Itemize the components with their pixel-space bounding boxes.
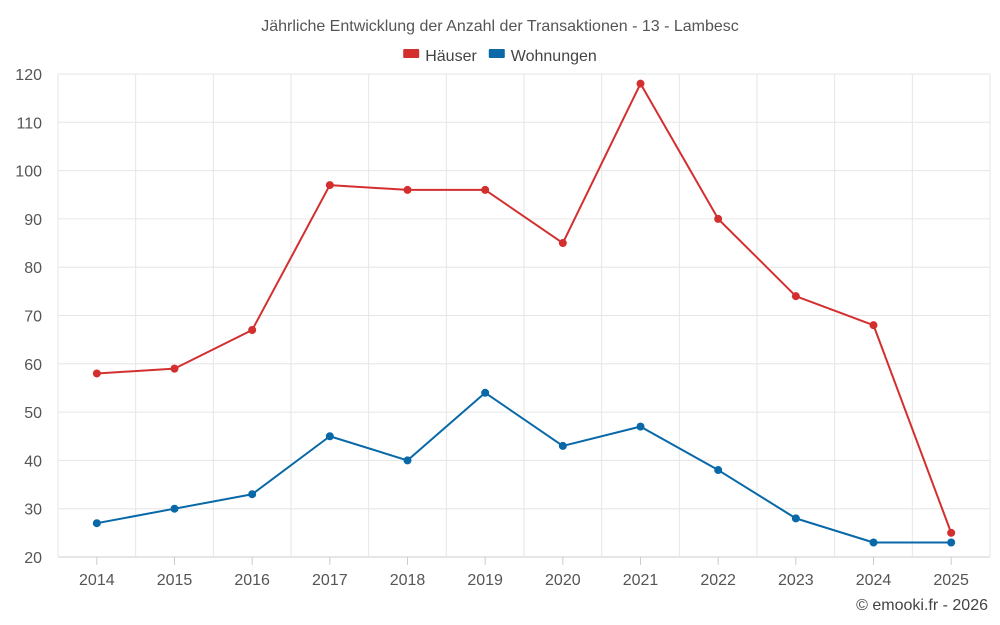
legend-label: Wohnungen: [511, 48, 597, 65]
data-point-wohnungen: [869, 538, 878, 547]
data-point-haeuser: [481, 185, 490, 194]
y-tick-label: 110: [16, 115, 42, 132]
y-tick-label: 100: [15, 164, 42, 181]
x-tick-label: 2024: [856, 572, 892, 589]
data-point-haeuser: [558, 239, 567, 248]
legend-item: Wohnungen: [488, 48, 597, 65]
y-tick-label: 120: [15, 67, 42, 84]
series-line-haeuser: [96, 82, 953, 534]
x-tick-label: 2016: [234, 572, 270, 589]
data-point-wohnungen: [791, 514, 800, 523]
data-point-haeuser: [869, 321, 878, 330]
chart-title: Jährliche Entwicklung der Anzahl der Tra…: [261, 18, 739, 35]
grid: [57, 73, 991, 558]
x-tick-label: 2015: [157, 572, 193, 589]
data-point-haeuser: [791, 292, 800, 301]
data-point-wohnungen: [170, 504, 179, 513]
data-point-wohnungen: [248, 490, 257, 499]
data-point-haeuser: [248, 325, 257, 334]
y-axis: 20 30 40 50 60 70 80 90 100 110 120: [15, 67, 42, 567]
y-tick-label: 70: [24, 309, 42, 326]
legend-item: Häuser: [403, 48, 477, 65]
x-tick-label: 2018: [390, 572, 426, 589]
x-tick-label: 2020: [545, 572, 581, 589]
data-point-haeuser: [403, 185, 412, 194]
legend-label: Häuser: [425, 48, 477, 65]
data-point-haeuser: [714, 214, 723, 223]
data-point-haeuser: [636, 79, 645, 88]
x-axis: 2014 2015 2016 2017 2018 2019 2020 2021 2022 2023…: [79, 557, 969, 589]
data-point-wohnungen: [92, 519, 101, 528]
y-tick-label: 90: [24, 212, 42, 229]
y-tick-label: 40: [24, 453, 42, 470]
legend-swatch: [488, 49, 505, 58]
x-tick-label: 2017: [312, 572, 348, 589]
y-tick-label: 30: [24, 502, 42, 519]
x-tick-label: 2019: [467, 572, 503, 589]
data-point-wohnungen: [325, 432, 334, 441]
data-point-wohnungen: [636, 422, 645, 431]
y-tick-label: 50: [24, 405, 42, 422]
data-point-haeuser: [325, 181, 334, 190]
x-tick-label: 2014: [79, 572, 115, 589]
data-point-wohnungen: [947, 538, 956, 547]
data-point-wohnungen: [558, 441, 567, 450]
y-tick-label: 20: [24, 550, 42, 567]
x-tick-label: 2025: [933, 572, 969, 589]
data-point-haeuser: [170, 364, 179, 373]
y-tick-label: 80: [24, 260, 42, 277]
legend-swatch: [403, 49, 420, 58]
x-tick-label: 2023: [778, 572, 814, 589]
legend: Häuser Wohnungen: [403, 48, 597, 65]
series-line-wohnungen: [96, 391, 952, 544]
data-point-haeuser: [947, 528, 956, 537]
data-point-wohnungen: [714, 466, 723, 475]
credit-text: © emooki.fr - 2026: [856, 597, 988, 614]
x-tick-label: 2021: [623, 572, 659, 589]
data-point-wohnungen: [481, 388, 490, 397]
data-point-haeuser: [92, 369, 101, 378]
x-tick-label: 2022: [700, 572, 736, 589]
data-point-wohnungen: [403, 456, 412, 465]
series-group: [92, 79, 956, 547]
y-tick-label: 60: [24, 357, 42, 374]
